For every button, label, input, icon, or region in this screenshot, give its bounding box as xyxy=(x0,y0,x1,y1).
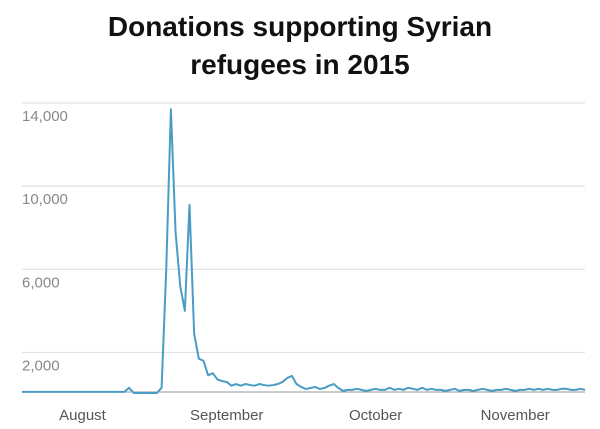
x-tick-label: October xyxy=(349,407,402,424)
y-tick-label: 6,000 xyxy=(22,274,60,291)
y-tick-label: 10,000 xyxy=(22,191,68,208)
y-tick-label: 2,000 xyxy=(22,357,60,374)
data-line xyxy=(22,108,586,394)
x-tick-label: August xyxy=(59,407,107,424)
x-tick-label: November xyxy=(481,407,550,424)
x-tick-label: September xyxy=(190,407,263,424)
chart-title: Donations supporting Syrian refugees in … xyxy=(107,11,493,80)
y-tick-label: 14,000 xyxy=(22,108,68,125)
